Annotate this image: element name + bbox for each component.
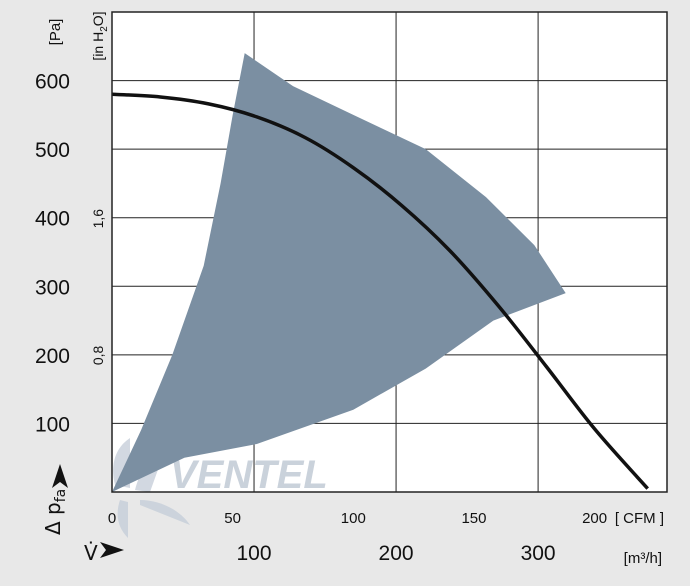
m3h-unit-label: [m³/h] bbox=[624, 550, 662, 567]
cfm-tick-labels: 0 50 100 150 200 bbox=[108, 510, 607, 527]
m3h-tick-label: 200 bbox=[379, 542, 414, 565]
pa-tick-label: 500 bbox=[35, 139, 70, 162]
pa-tick-labels: 100 200 300 400 500 600 bbox=[35, 71, 70, 437]
cfm-tick-label: 200 bbox=[582, 510, 607, 527]
cfm-tick-label: 50 bbox=[224, 510, 241, 527]
pa-tick-label: 600 bbox=[35, 71, 70, 94]
flow-axis-symbol: V̇ bbox=[84, 541, 124, 565]
up-arrow-icon bbox=[52, 464, 68, 488]
svg-text:V̇: V̇ bbox=[84, 541, 98, 565]
svg-text:Δ pfa: Δ pfa bbox=[41, 489, 69, 535]
pa-unit-label: [Pa] bbox=[47, 19, 64, 46]
plot-border bbox=[111, 11, 668, 493]
pa-tick-label: 300 bbox=[35, 276, 70, 299]
inh2o-tick-label: 1,6 bbox=[90, 209, 106, 229]
cfm-tick-label: 150 bbox=[461, 510, 486, 527]
cfm-unit-label: [ CFM ] bbox=[615, 510, 664, 527]
cfm-tick-label: 100 bbox=[341, 510, 366, 527]
pa-tick-label: 100 bbox=[35, 413, 70, 436]
pa-tick-label: 200 bbox=[35, 345, 70, 368]
operating-area bbox=[112, 53, 566, 492]
delta-p-axis-symbol: Δ pfa bbox=[41, 464, 69, 535]
m3h-tick-labels: 100 200 300 bbox=[237, 542, 556, 565]
inh2o-unit-label: [in H2O] bbox=[90, 11, 110, 60]
cfm-tick-label: 0 bbox=[108, 510, 116, 527]
m3h-tick-label: 100 bbox=[237, 542, 272, 565]
pa-tick-label: 400 bbox=[35, 208, 70, 231]
watermark-text: VENTEL bbox=[170, 453, 328, 497]
inh2o-tick-labels: 0,8 1,6 bbox=[90, 209, 106, 365]
fan-curve-line bbox=[111, 92, 650, 490]
right-arrow-icon bbox=[100, 542, 124, 558]
inh2o-tick-label: 0,8 bbox=[90, 345, 106, 365]
m3h-tick-label: 300 bbox=[521, 542, 556, 565]
